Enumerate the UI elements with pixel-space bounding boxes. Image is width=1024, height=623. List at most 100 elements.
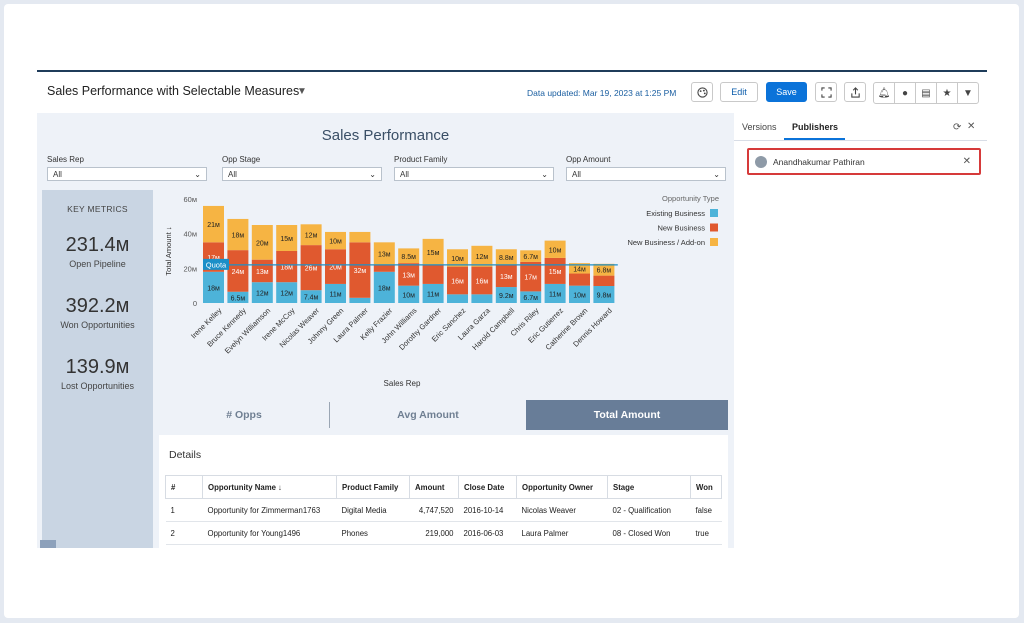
- col-header[interactable]: #: [165, 475, 203, 499]
- chevron-down-icon: ⌄: [194, 169, 201, 179]
- dashboard-canvas: Sales Performance Sales Rep All ⌄ Opp Sta…: [37, 113, 734, 548]
- metric-open-pipeline[interactable]: 231.4м Open Pipeline: [42, 234, 153, 269]
- col-header[interactable]: Product Family: [336, 475, 410, 499]
- quota-label: Quota: [206, 260, 227, 269]
- data-label: 12м: [280, 291, 293, 298]
- bar-segment: [325, 231, 346, 250]
- data-label: 11м: [329, 291, 341, 298]
- filter-label: Product Family: [394, 155, 448, 164]
- data-label: 13м: [402, 272, 415, 279]
- share-button[interactable]: [844, 82, 866, 102]
- bar-segment: [251, 225, 273, 260]
- data-label: 26м: [305, 266, 318, 273]
- share-icon: [850, 86, 860, 98]
- legend-swatch: [710, 238, 718, 246]
- data-label: 15м: [549, 269, 562, 276]
- star-icon[interactable]: ★: [937, 83, 958, 103]
- bar-segment: [422, 264, 444, 284]
- legend-swatch: [710, 223, 718, 232]
- bar-segment: [300, 224, 322, 246]
- data-label: 18м: [378, 285, 391, 292]
- filter-select[interactable]: All ⌄: [566, 167, 726, 181]
- edit-button[interactable]: Edit: [720, 82, 758, 102]
- close-icon[interactable]: ✕: [967, 121, 976, 132]
- metric-lost-opportunities[interactable]: 139.9м Lost Opportunities: [42, 356, 153, 391]
- metric-won-opportunities[interactable]: 392.2м Won Opportunities: [42, 295, 153, 330]
- data-label: 6.8м: [597, 268, 612, 275]
- theme-button[interactable]: [691, 82, 713, 102]
- filter-select[interactable]: All ⌄: [394, 167, 554, 181]
- remove-publisher-icon[interactable]: ✕: [962, 156, 971, 167]
- cell: Laura Palmer: [516, 521, 608, 545]
- data-label: 14м: [573, 266, 586, 273]
- fullscreen-button[interactable]: [815, 82, 837, 102]
- col-header[interactable]: Close Date: [458, 475, 517, 499]
- table-row[interactable]: 1 Opportunity for Zimmerman1763 Digital …: [165, 498, 722, 522]
- details-section: Details # Opportunity Name ↓ Product Fam…: [159, 435, 728, 548]
- filter-select[interactable]: All ⌄: [222, 167, 382, 181]
- more-dropdown-icon[interactable]: ▼: [963, 87, 973, 99]
- tab-avg-amount[interactable]: Avg Amount: [397, 409, 459, 421]
- tab-versions[interactable]: Versions: [742, 122, 777, 132]
- filter-select[interactable]: All ⌄: [47, 167, 207, 181]
- tab-opps[interactable]: # Opps: [226, 409, 262, 421]
- resize-handle[interactable]: [40, 540, 56, 548]
- filter-product-family: Product Family All ⌄: [394, 155, 554, 181]
- bar-segment: [325, 249, 346, 284]
- cell: 08 - Closed Won: [607, 521, 691, 545]
- title-dropdown-icon[interactable]: ▼: [297, 86, 307, 97]
- y-tick-label: 40м: [184, 230, 198, 239]
- publisher-item[interactable]: Anandhakumar Pathiran ✕: [747, 148, 981, 175]
- table-row[interactable]: 2 Opportunity for Young1496 Phones 219,0…: [165, 521, 722, 545]
- col-header[interactable]: Amount: [409, 475, 459, 499]
- col-header[interactable]: Won: [690, 475, 722, 499]
- filter-label: Sales Rep: [47, 155, 84, 164]
- bar-segment: [495, 264, 517, 288]
- x-tick-label: Harold Campbell: [470, 306, 516, 352]
- data-label: 32м: [354, 268, 367, 275]
- legend-entry: New Business: [657, 224, 705, 233]
- legend-title: Opportunity Type: [662, 194, 719, 203]
- bar-segment: [569, 263, 590, 274]
- measure-tabs: # Opps Avg Amount Total Amount: [159, 400, 728, 430]
- print-icon[interactable]: ▤: [916, 83, 937, 103]
- save-button[interactable]: Save: [766, 82, 807, 102]
- expand-icon: [820, 86, 832, 98]
- bar-segment: [471, 294, 493, 303]
- bell-icon[interactable]: 🔔︎: [874, 83, 895, 103]
- bar-segment: [325, 283, 346, 303]
- cell: 4,747,520: [409, 498, 459, 522]
- data-label: 20м: [329, 265, 342, 272]
- col-header[interactable]: Stage: [607, 475, 691, 499]
- tab-publishers[interactable]: Publishers: [792, 122, 839, 132]
- bar-segment: [349, 297, 371, 303]
- data-label: 17м: [207, 255, 220, 262]
- cell: 2016-10-14: [458, 498, 517, 522]
- data-label: 10м: [402, 292, 415, 299]
- legend-entry: New Business / Add-on: [627, 238, 705, 247]
- bar-segment: [203, 205, 224, 243]
- bar-segment: [495, 249, 517, 265]
- data-label: 16м: [476, 278, 489, 285]
- bar-segment: [495, 287, 517, 303]
- bar-segment: [520, 261, 542, 292]
- tab-divider: [329, 402, 330, 428]
- tab-total-amount[interactable]: Total Amount: [526, 400, 728, 430]
- bar-segment: [520, 291, 542, 303]
- comment-icon[interactable]: ●: [895, 83, 916, 103]
- cell: 02 - Qualification: [607, 498, 691, 522]
- data-label: 7.4м: [304, 295, 319, 302]
- col-header[interactable]: Opportunity Owner: [516, 475, 608, 499]
- quota-badge: [203, 258, 229, 270]
- refresh-icon[interactable]: ⟳: [953, 122, 962, 133]
- bar-segment: [569, 273, 590, 286]
- data-label: 13м: [500, 274, 513, 281]
- data-label: 13м: [378, 252, 391, 259]
- metric-label: Won Opportunities: [60, 320, 135, 330]
- col-header-sorted[interactable]: Opportunity Name ↓: [202, 475, 337, 499]
- bar-segment: [373, 264, 395, 272]
- action-button-group: 🔔︎ ● ▤ ★ ▼: [873, 82, 979, 104]
- bar-segment: [520, 250, 542, 262]
- filter-label: Opp Amount: [566, 155, 611, 164]
